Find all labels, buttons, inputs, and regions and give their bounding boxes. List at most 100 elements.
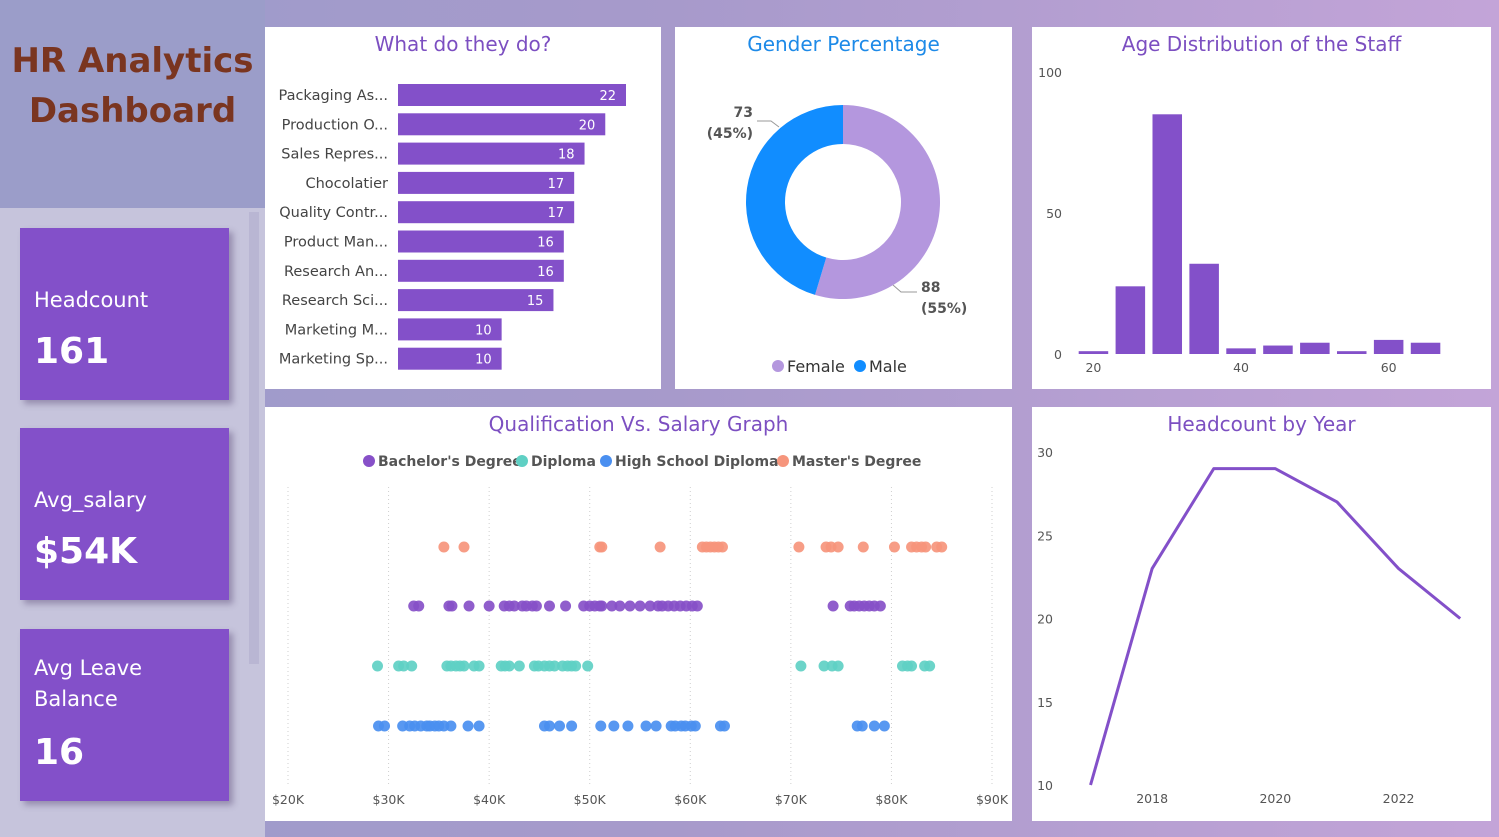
- scatter-point: [596, 541, 608, 553]
- scatter-point: [554, 720, 566, 732]
- donut-slice-male: [746, 104, 843, 295]
- kpi-label-line1: Avg Leave: [34, 656, 143, 680]
- chart-title: Qualification Vs. Salary Graph: [488, 412, 789, 436]
- histogram-bar: [1410, 342, 1441, 354]
- histogram-bar: [1152, 114, 1183, 354]
- qualification-salary-scatter: $20K $30K $40K $50K $60K $70K $80K $90K Bachelor…: [272, 454, 1009, 807]
- card-qualification-salary: Qualification Vs. Salary Graph $20K $30K $…: [265, 407, 1012, 821]
- scatter-point: [608, 720, 620, 732]
- scatter-point: [622, 720, 634, 732]
- x-tick-label: $30K: [373, 792, 406, 807]
- kpi-label: Headcount: [34, 288, 149, 312]
- x-tick-label: 2018: [1136, 791, 1168, 806]
- scatter-point: [614, 600, 626, 612]
- scatter-point: [624, 600, 636, 612]
- y-tick-label: 10: [1037, 778, 1053, 793]
- x-tick-label: 40: [1233, 360, 1249, 375]
- scatter-point: [874, 600, 886, 612]
- legend-label: Master's Degree: [792, 454, 921, 470]
- histogram-bar: [1189, 263, 1219, 354]
- kpi-panel-scrollbar[interactable]: [249, 212, 259, 664]
- x-tick-label: $70K: [775, 792, 808, 807]
- scatter-point: [920, 541, 932, 553]
- bar-data-label: 18: [558, 148, 575, 163]
- bar: [398, 142, 585, 165]
- bar-category-label: Product Man...: [284, 235, 388, 251]
- kpi-card-avg-salary: Avg_salary $54K: [20, 428, 229, 600]
- bar-data-label: 17: [548, 206, 565, 221]
- legend-marker: [777, 455, 789, 467]
- bar-category-label: Research Sci...: [282, 293, 388, 309]
- scatter-point: [372, 660, 384, 672]
- scatter-point: [560, 600, 572, 612]
- x-tick-label: $60K: [674, 792, 707, 807]
- scatter-point: [473, 720, 485, 732]
- donut-slice-female: [815, 105, 940, 299]
- scatter-point: [718, 720, 730, 732]
- scatter-point: [446, 600, 458, 612]
- y-tick-label: 0: [1054, 347, 1062, 362]
- scatter-point: [513, 660, 525, 672]
- scatter-point: [406, 660, 418, 672]
- leader-line: [757, 120, 780, 128]
- card-age-distribution: Age Distribution of the Staff 0 50 100 20 40…: [1032, 27, 1491, 389]
- bar: [398, 318, 502, 341]
- slice-count-label: 88: [921, 280, 940, 296]
- scatter-point: [650, 720, 662, 732]
- scatter-point: [595, 720, 607, 732]
- scatter-point: [795, 660, 807, 672]
- x-tick-label: $50K: [574, 792, 607, 807]
- x-tick-label: $40K: [473, 792, 506, 807]
- kpi-value: 16: [34, 732, 85, 773]
- y-tick-label: 30: [1037, 445, 1053, 460]
- card-job-roles: What do they do? Packaging As... 22 Produc…: [265, 27, 661, 389]
- kpi-label: Avg Leave Balance: [34, 653, 142, 715]
- bar-category-label: Quality Contr...: [279, 205, 388, 221]
- bar-data-label: 10: [475, 323, 492, 338]
- scatter-point: [634, 600, 646, 612]
- bar: [398, 84, 626, 106]
- bar: [398, 113, 606, 136]
- scatter-point: [566, 720, 578, 732]
- scatter-point: [483, 600, 495, 612]
- scatter-point: [818, 660, 830, 672]
- scatter-point: [458, 660, 470, 672]
- bar-data-label: 15: [527, 294, 544, 309]
- y-tick-label: 50: [1046, 206, 1062, 221]
- slice-pct-label: (45%): [707, 126, 753, 142]
- scatter-point: [654, 541, 666, 553]
- kpi-label-line2: Balance: [34, 687, 118, 711]
- bar-category-label: Chocolatier: [305, 176, 388, 192]
- bar: [398, 289, 554, 312]
- scatter-point: [888, 541, 900, 553]
- bar: [398, 201, 575, 224]
- bar-category-label: Sales Repres...: [281, 147, 388, 163]
- kpi-value: 161: [34, 331, 110, 372]
- bar-data-label: 16: [537, 265, 554, 280]
- scatter-point: [857, 541, 869, 553]
- x-tick-label: 20: [1085, 360, 1101, 375]
- bar-category-label: Marketing M...: [285, 322, 388, 338]
- slice-pct-label: (55%): [921, 301, 967, 317]
- histogram-bar: [1300, 342, 1330, 354]
- bar-category-label: Packaging As...: [278, 88, 388, 104]
- bar-data-label: 20: [579, 118, 596, 133]
- scatter-point: [644, 600, 656, 612]
- legend-label: High School Diploma: [615, 454, 779, 470]
- bar: [398, 171, 575, 194]
- bar-data-label: 22: [599, 89, 616, 104]
- card-gender: Gender Percentage 88 (55%) 73 (45%) Female Ma…: [675, 27, 1012, 389]
- scatter-point: [543, 720, 555, 732]
- kpi-card-headcount: Headcount 161: [20, 228, 229, 400]
- chart-title: What do they do?: [374, 32, 552, 56]
- scatter-point: [570, 660, 582, 672]
- y-tick-label: 15: [1037, 695, 1053, 710]
- headcount-line-chart: 10 15 20 25 30 2018 2020 2022: [1037, 445, 1462, 806]
- bar: [398, 259, 564, 282]
- chart-title: Headcount by Year: [1167, 412, 1356, 436]
- scatter-point: [640, 720, 652, 732]
- x-tick-label: 60: [1381, 360, 1397, 375]
- legend-label: Female: [787, 357, 845, 376]
- scatter-point: [543, 600, 555, 612]
- series-line: [1089, 467, 1462, 786]
